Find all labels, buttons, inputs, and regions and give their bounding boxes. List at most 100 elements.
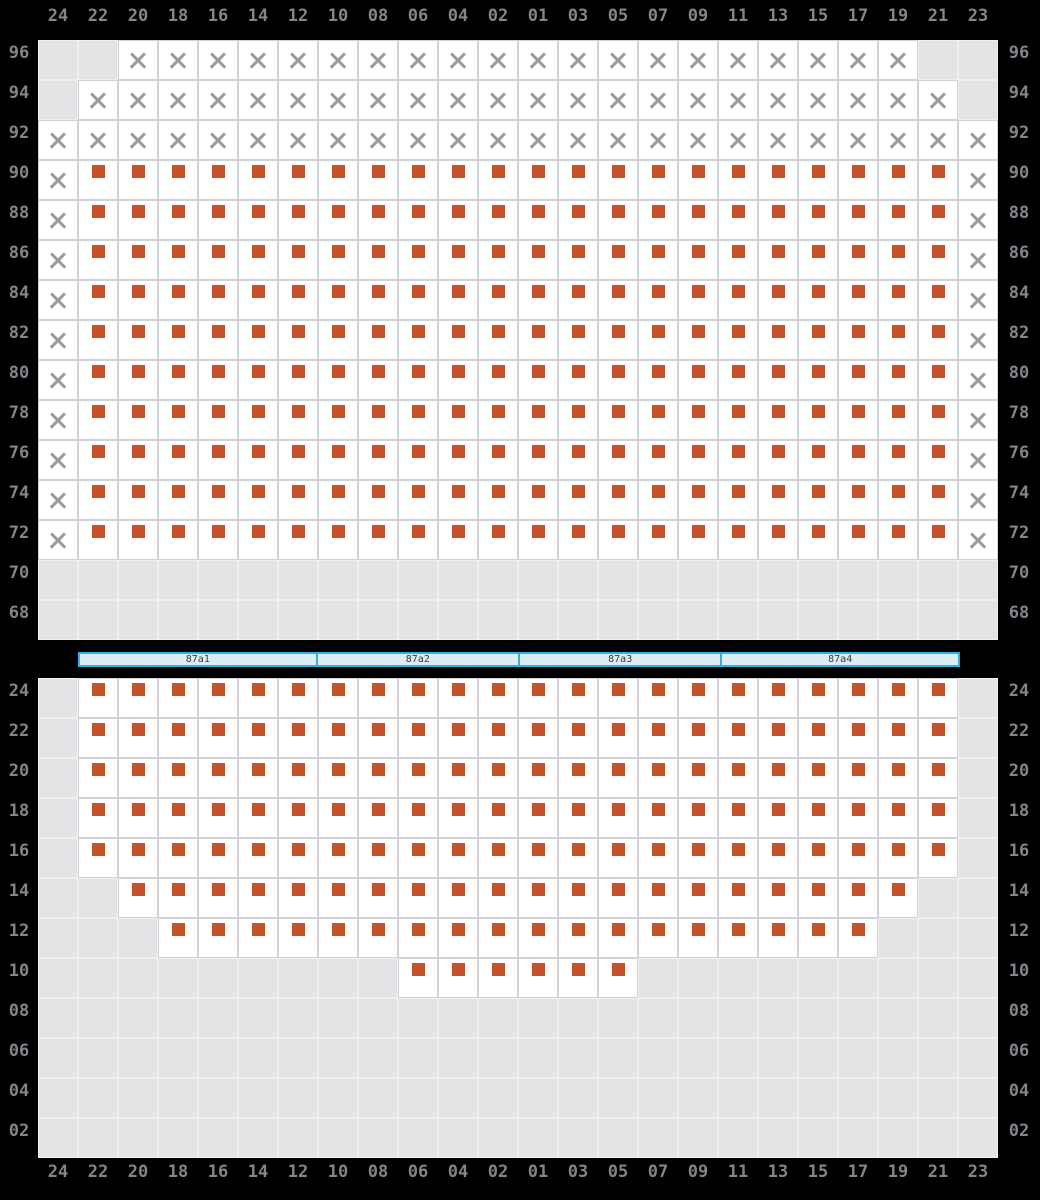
grid-cell[interactable] xyxy=(798,160,838,200)
grid-cell[interactable] xyxy=(798,200,838,240)
grid-cell[interactable] xyxy=(118,40,158,80)
grid-cell[interactable] xyxy=(198,40,238,80)
grid-cell[interactable] xyxy=(78,798,118,838)
grid-cell[interactable] xyxy=(718,240,758,280)
grid-cell[interactable] xyxy=(278,320,318,360)
grid-cell[interactable] xyxy=(598,360,638,400)
grid-cell[interactable] xyxy=(958,400,998,440)
grid-cell[interactable] xyxy=(678,440,718,480)
grid-cell[interactable] xyxy=(278,798,318,838)
grid-cell[interactable] xyxy=(918,360,958,400)
grid-cell[interactable] xyxy=(318,678,358,718)
grid-cell[interactable] xyxy=(238,360,278,400)
grid-cell[interactable] xyxy=(838,838,878,878)
grid-cell[interactable] xyxy=(318,240,358,280)
grid-cell[interactable] xyxy=(238,40,278,80)
grid-cell[interactable] xyxy=(398,240,438,280)
grid-cell[interactable] xyxy=(518,320,558,360)
grid-cell[interactable] xyxy=(558,40,598,80)
grid-cell[interactable] xyxy=(358,160,398,200)
grid-cell[interactable] xyxy=(38,120,78,160)
grid-cell[interactable] xyxy=(798,80,838,120)
grid-cell[interactable] xyxy=(78,80,118,120)
grid-cell[interactable] xyxy=(278,400,318,440)
grid-cell[interactable] xyxy=(518,480,558,520)
grid-cell[interactable] xyxy=(198,758,238,798)
grid-cell[interactable] xyxy=(198,160,238,200)
grid-cell[interactable] xyxy=(318,520,358,560)
grid-cell[interactable] xyxy=(398,120,438,160)
grid-cell[interactable] xyxy=(518,718,558,758)
grid-cell[interactable] xyxy=(438,80,478,120)
grid-cell[interactable] xyxy=(598,678,638,718)
grid-cell[interactable] xyxy=(478,200,518,240)
grid-cell[interactable] xyxy=(558,320,598,360)
grid-cell[interactable] xyxy=(478,360,518,400)
grid-cell[interactable] xyxy=(278,120,318,160)
grid-cell[interactable] xyxy=(798,718,838,758)
grid-cell[interactable] xyxy=(558,838,598,878)
grid-cell[interactable] xyxy=(758,400,798,440)
grid-cell[interactable] xyxy=(398,320,438,360)
grid-cell[interactable] xyxy=(158,798,198,838)
grid-cell[interactable] xyxy=(798,400,838,440)
grid-cell[interactable] xyxy=(558,798,598,838)
grid-cell[interactable] xyxy=(878,120,918,160)
grid-cell[interactable] xyxy=(798,520,838,560)
grid-cell[interactable] xyxy=(438,520,478,560)
grid-cell[interactable] xyxy=(198,718,238,758)
grid-cell[interactable] xyxy=(798,480,838,520)
grid-cell[interactable] xyxy=(438,838,478,878)
grid-cell[interactable] xyxy=(798,838,838,878)
grid-cell[interactable] xyxy=(198,360,238,400)
grid-cell[interactable] xyxy=(358,838,398,878)
grid-cell[interactable] xyxy=(398,400,438,440)
grid-cell[interactable] xyxy=(78,120,118,160)
grid-cell[interactable] xyxy=(38,520,78,560)
grid-cell[interactable] xyxy=(278,758,318,798)
grid-cell[interactable] xyxy=(638,240,678,280)
grid-cell[interactable] xyxy=(398,718,438,758)
grid-cell[interactable] xyxy=(958,440,998,480)
grid-cell[interactable] xyxy=(118,360,158,400)
grid-cell[interactable] xyxy=(478,838,518,878)
grid-cell[interactable] xyxy=(758,280,798,320)
grid-cell[interactable] xyxy=(758,838,798,878)
grid-cell[interactable] xyxy=(398,878,438,918)
grid-cell[interactable] xyxy=(678,400,718,440)
grid-cell[interactable] xyxy=(878,440,918,480)
grid-cell[interactable] xyxy=(758,80,798,120)
grid-cell[interactable] xyxy=(878,240,918,280)
grid-cell[interactable] xyxy=(118,440,158,480)
grid-cell[interactable] xyxy=(38,400,78,440)
grid-cell[interactable] xyxy=(158,360,198,400)
grid-cell[interactable] xyxy=(38,200,78,240)
grid-cell[interactable] xyxy=(598,80,638,120)
grid-cell[interactable] xyxy=(758,878,798,918)
grid-cell[interactable] xyxy=(758,520,798,560)
grid-cell[interactable] xyxy=(158,400,198,440)
grid-cell[interactable] xyxy=(638,200,678,240)
grid-cell[interactable] xyxy=(598,758,638,798)
grid-cell[interactable] xyxy=(398,918,438,958)
grid-cell[interactable] xyxy=(278,520,318,560)
grid-cell[interactable] xyxy=(718,718,758,758)
grid-cell[interactable] xyxy=(638,40,678,80)
grid-cell[interactable] xyxy=(78,320,118,360)
grid-cell[interactable] xyxy=(158,520,198,560)
grid-cell[interactable] xyxy=(518,360,558,400)
grid-cell[interactable] xyxy=(318,838,358,878)
grid-cell[interactable] xyxy=(278,80,318,120)
grid-cell[interactable] xyxy=(878,40,918,80)
grid-cell[interactable] xyxy=(38,320,78,360)
grid-cell[interactable] xyxy=(78,718,118,758)
grid-cell[interactable] xyxy=(718,440,758,480)
grid-cell[interactable] xyxy=(918,718,958,758)
grid-cell[interactable] xyxy=(38,240,78,280)
grid-cell[interactable] xyxy=(158,40,198,80)
grid-cell[interactable] xyxy=(838,200,878,240)
grid-cell[interactable] xyxy=(758,240,798,280)
grid-cell[interactable] xyxy=(558,480,598,520)
grid-cell[interactable] xyxy=(758,360,798,400)
grid-cell[interactable] xyxy=(918,480,958,520)
